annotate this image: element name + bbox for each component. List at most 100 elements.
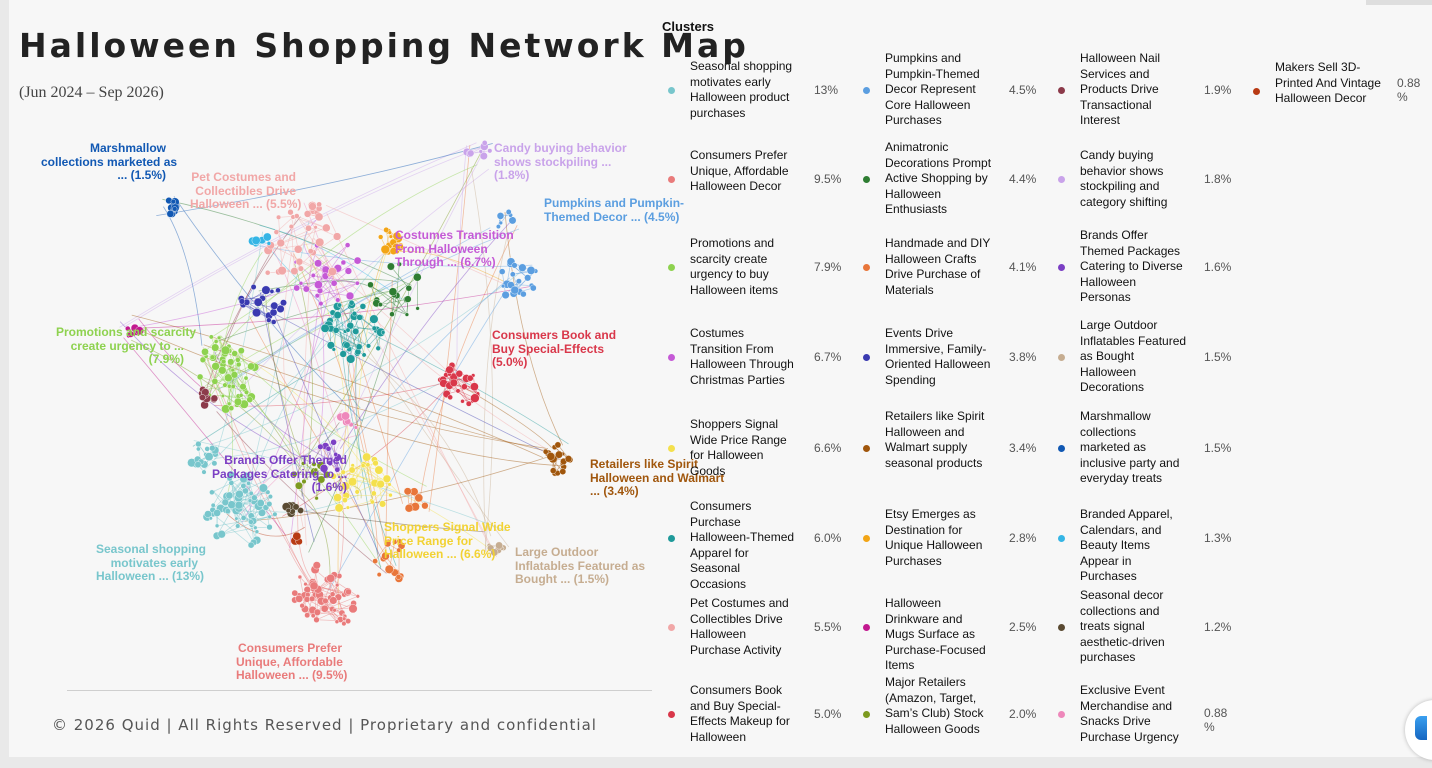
legend-item[interactable]: Major Retailers (Amazon, Target, Sam’s C… bbox=[861, 670, 1056, 758]
graph-node bbox=[285, 507, 291, 514]
graph-edge bbox=[268, 241, 320, 251]
graph-node bbox=[455, 388, 461, 394]
cluster-map-label-line: Packages Catering to ... bbox=[212, 466, 348, 481]
graph-node bbox=[327, 460, 333, 466]
legend-item-percent: 4.1% bbox=[1009, 260, 1037, 274]
graph-node bbox=[307, 248, 314, 255]
graph-node bbox=[170, 199, 176, 205]
legend-color-dot bbox=[668, 624, 675, 631]
graph-node bbox=[238, 298, 246, 305]
graph-edge bbox=[388, 541, 396, 570]
legend-item[interactable]: Retailers like Spirit Halloween and Walm… bbox=[861, 404, 1056, 492]
graph-edge bbox=[240, 350, 252, 397]
graph-node bbox=[341, 621, 347, 627]
legend-item[interactable]: Animatronic Decorations Prompt Active Sh… bbox=[861, 135, 1056, 223]
graph-node bbox=[387, 230, 392, 235]
graph-edge bbox=[272, 249, 339, 433]
graph-node bbox=[326, 574, 336, 583]
graph-node bbox=[330, 472, 337, 480]
graph-node bbox=[461, 383, 468, 390]
legend-item[interactable]: Large Outdoor Inflatables Featured as Bo… bbox=[1056, 313, 1251, 401]
legend-color-dot bbox=[1058, 624, 1065, 631]
legend-item[interactable]: Consumers Book and Buy Special-Effects M… bbox=[666, 670, 861, 758]
graph-node bbox=[211, 460, 218, 467]
graph-edge bbox=[335, 330, 369, 347]
legend-item[interactable]: Seasonal decor collections and treats si… bbox=[1056, 583, 1251, 671]
legend-item-percent: 2.8% bbox=[1009, 531, 1037, 545]
graph-node bbox=[377, 302, 383, 307]
legend-color-dot bbox=[863, 264, 870, 271]
graph-node bbox=[348, 299, 355, 306]
graph-edge bbox=[301, 422, 340, 497]
cluster-map-label-line: From Halloween bbox=[395, 241, 488, 256]
graph-node bbox=[314, 280, 323, 290]
graph-edge bbox=[236, 383, 382, 568]
graph-node bbox=[225, 491, 234, 500]
graph-node bbox=[297, 574, 303, 580]
legend-item[interactable]: Consumers Prefer Unique, Affordable Hall… bbox=[666, 135, 861, 223]
legend-item[interactable]: Handmade and DIY Halloween Crafts Drive … bbox=[861, 223, 1056, 311]
graph-node bbox=[318, 301, 324, 307]
legend-color-dot bbox=[668, 535, 675, 542]
legend-item[interactable]: Promotions and scarcity create urgency t… bbox=[666, 223, 861, 311]
graph-node bbox=[345, 327, 351, 333]
legend-item[interactable]: Halloween Drinkware and Mugs Surface as … bbox=[861, 583, 1056, 672]
cluster-map-label-line: (7.9%) bbox=[148, 352, 184, 366]
legend-item[interactable]: Etsy Emerges as Destination for Unique H… bbox=[861, 494, 1056, 582]
legend-item[interactable]: Candy buying behavior shows stockpiling … bbox=[1056, 135, 1251, 223]
graph-node bbox=[382, 474, 392, 483]
graph-node bbox=[308, 202, 317, 211]
graph-node bbox=[209, 354, 216, 360]
legend-item[interactable]: Pumpkins and Pumpkin-Themed Decor Repres… bbox=[861, 46, 1056, 134]
cluster-map-label-line: Marshmallow bbox=[89, 141, 166, 155]
graph-node bbox=[291, 589, 299, 597]
graph-node bbox=[499, 268, 506, 275]
legend-item[interactable]: Brands Offer Themed Packages Catering to… bbox=[1056, 223, 1251, 311]
legend-item[interactable]: Costumes Transition From Halloween Throu… bbox=[666, 313, 861, 401]
legend-item-percent: 1.6% bbox=[1204, 260, 1232, 274]
graph-node bbox=[496, 212, 505, 220]
graph-node bbox=[333, 232, 342, 241]
graph-edge bbox=[293, 262, 313, 473]
graph-node bbox=[381, 551, 390, 561]
legend-item[interactable]: Exclusive Event Merchandise and Snacks D… bbox=[1056, 670, 1251, 758]
graph-node bbox=[335, 297, 341, 303]
graph-node bbox=[465, 400, 472, 407]
graph-node bbox=[370, 490, 377, 497]
legend-item[interactable]: Makers Sell 3D-Printed And Vintage Hallo… bbox=[1251, 46, 1432, 134]
cluster-map-label-line: Collectibles Drive bbox=[195, 183, 296, 198]
legend-item[interactable]: Seasonal shopping motivates early Hallow… bbox=[666, 46, 861, 134]
graph-edge bbox=[271, 311, 559, 460]
graph-node bbox=[361, 352, 367, 358]
graph-node bbox=[258, 483, 268, 493]
graph-node bbox=[333, 311, 342, 319]
graph-node bbox=[250, 284, 257, 290]
graph-node bbox=[304, 612, 311, 619]
graph-edge bbox=[396, 264, 400, 296]
legend-item[interactable]: Pet Costumes and Collectibles Drive Hall… bbox=[666, 583, 861, 671]
graph-node bbox=[266, 523, 273, 531]
graph-edge bbox=[347, 326, 361, 409]
legend-item[interactable]: Consumers Purchase Halloween-Themed Appa… bbox=[666, 494, 861, 591]
cluster-map-label-line: Costumes Transition bbox=[395, 228, 514, 242]
graph-node bbox=[340, 259, 347, 266]
graph-edge bbox=[284, 507, 486, 533]
legend-item[interactable]: Branded Apparel, Calendars, and Beauty I… bbox=[1056, 494, 1251, 583]
legend-item[interactable]: Events Drive Immersive, Family-Oriented … bbox=[861, 313, 1056, 401]
graph-node bbox=[221, 498, 229, 506]
cluster-map-label-line: Inflatables Featured as bbox=[515, 558, 646, 573]
graph-node bbox=[345, 618, 351, 624]
graph-node bbox=[238, 392, 244, 398]
graph-node bbox=[510, 285, 519, 295]
legend-item[interactable]: Marshmallow collections marketed as incl… bbox=[1056, 404, 1251, 492]
graph-node bbox=[341, 497, 348, 503]
graph-node bbox=[343, 341, 351, 349]
graph-edge bbox=[297, 227, 316, 250]
graph-edge bbox=[217, 228, 520, 391]
graph-node bbox=[380, 330, 386, 335]
graph-node bbox=[269, 289, 275, 294]
legend-item[interactable]: Halloween Nail Services and Products Dri… bbox=[1056, 46, 1251, 134]
legend-item[interactable]: Shoppers Signal Wide Price Range for Hal… bbox=[666, 404, 861, 492]
graph-node bbox=[386, 262, 395, 271]
legend-item-name: Retailers like Spirit Halloween and Walm… bbox=[885, 409, 985, 470]
